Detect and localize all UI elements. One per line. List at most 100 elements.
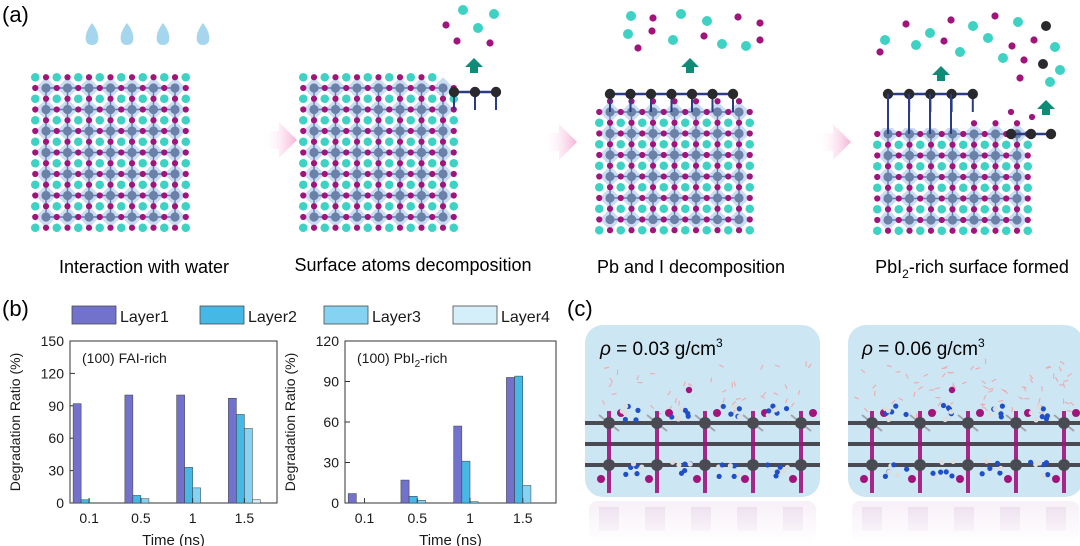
fa-cation [138, 201, 148, 211]
fa-cation [138, 115, 148, 125]
water-molecule [721, 389, 727, 393]
lead-atom [330, 126, 341, 136]
released-cation [668, 35, 678, 45]
fa-cation [181, 158, 191, 168]
iodide-atom [53, 106, 60, 113]
y-tick-label: 0 [331, 495, 339, 511]
iodide-atom [85, 224, 93, 231]
iodide-atom [660, 194, 667, 202]
iodide-atom [908, 475, 916, 483]
lead-atom [605, 214, 615, 225]
lead-atom [41, 212, 51, 222]
lead-atom [438, 83, 448, 93]
iodide-atom [429, 192, 436, 199]
water-molecule [863, 407, 869, 413]
iodide-atom [150, 95, 157, 102]
lead-atom [962, 417, 974, 429]
bar-layer1 [506, 377, 515, 504]
fa-cation [702, 204, 712, 214]
bar-layer2 [236, 414, 245, 504]
water-molecule [898, 397, 904, 401]
released-cation [489, 9, 499, 19]
fa-cation [341, 201, 351, 211]
fa-cation [52, 223, 62, 233]
iodide-atom [429, 84, 436, 92]
lead-atom [603, 417, 615, 429]
iodide-atom [439, 160, 447, 167]
iodide-atom [1028, 113, 1036, 121]
fa-cation [52, 72, 62, 82]
iodide-atom [981, 130, 988, 138]
exposed-lead-atom [707, 88, 718, 100]
water-molecule [710, 377, 713, 383]
y-tick-label: 0 [56, 495, 64, 511]
fa-cation [298, 158, 308, 168]
fa-cation [937, 140, 947, 150]
lead-atom [373, 83, 384, 93]
iodide-atom [310, 181, 318, 188]
iodide-atom [649, 227, 657, 234]
iodide-atom [927, 227, 935, 234]
iodide-atom [906, 184, 913, 191]
lead-atom [969, 215, 979, 225]
released-iodide [991, 12, 999, 20]
fa-cation-atom [622, 410, 628, 416]
lead-atom [395, 83, 405, 93]
released-iodide [756, 19, 764, 27]
iodide-atom [300, 106, 307, 113]
fa-cation-atom [1036, 460, 1043, 466]
fa-cation [449, 115, 459, 125]
water-molecule [1038, 397, 1041, 403]
legend-swatch [199, 305, 245, 325]
lead-atom [105, 126, 116, 136]
iodide-atom [353, 224, 361, 231]
lead-atom [669, 150, 680, 160]
bar-layer2 [132, 495, 142, 504]
perovskite-lattice-illustrations [30, 5, 1065, 236]
fa-cation [159, 201, 169, 211]
lead-atom [883, 193, 893, 204]
fa-cation-atom [623, 471, 629, 477]
iodide-atom [682, 130, 689, 137]
lead-atom [373, 104, 384, 115]
water-molecule [1063, 379, 1069, 383]
lead-atom [352, 126, 362, 136]
released-cation [880, 35, 890, 45]
fa-cation [30, 180, 40, 190]
released-cation [911, 40, 921, 50]
fa-cation [363, 158, 373, 168]
iodide-atom [992, 141, 999, 148]
iodide-atom [1013, 120, 1021, 127]
legend-label: Layer4 [501, 309, 550, 326]
iodide-atom [874, 173, 881, 181]
fa-cation [723, 161, 733, 171]
lead-atom [691, 150, 701, 160]
iodide-atom [310, 95, 318, 102]
fa-cation-atom [783, 405, 790, 412]
lead-atom [747, 417, 759, 429]
fa-cation-atom [623, 403, 629, 409]
lead-atom [691, 193, 701, 203]
iodide-atom [617, 130, 624, 137]
lead-atom [84, 126, 94, 136]
fa-cation-atom [639, 464, 645, 470]
fa-cation [958, 161, 968, 171]
iodide-atom [353, 95, 361, 102]
fa-cation [52, 94, 62, 104]
lead-atom [373, 126, 384, 136]
iodide-atom [64, 181, 71, 188]
fa-cation [594, 118, 604, 128]
iodide-atom [321, 213, 328, 221]
iodide-atom [107, 74, 114, 81]
iodide-atom [32, 192, 39, 199]
iodide-atom [332, 117, 339, 124]
lead-atom [352, 212, 362, 222]
iodide-atom [596, 216, 603, 223]
caption-pbi2-rich-surface-formed: PbI2-rich surface formed [875, 257, 1069, 281]
bar-layer3 [140, 498, 150, 504]
lead-atom [395, 212, 405, 222]
fa-cation [894, 204, 904, 214]
iodide-atom [75, 106, 82, 113]
exposed-lead-atom [469, 86, 481, 98]
lead-atom [648, 150, 658, 160]
